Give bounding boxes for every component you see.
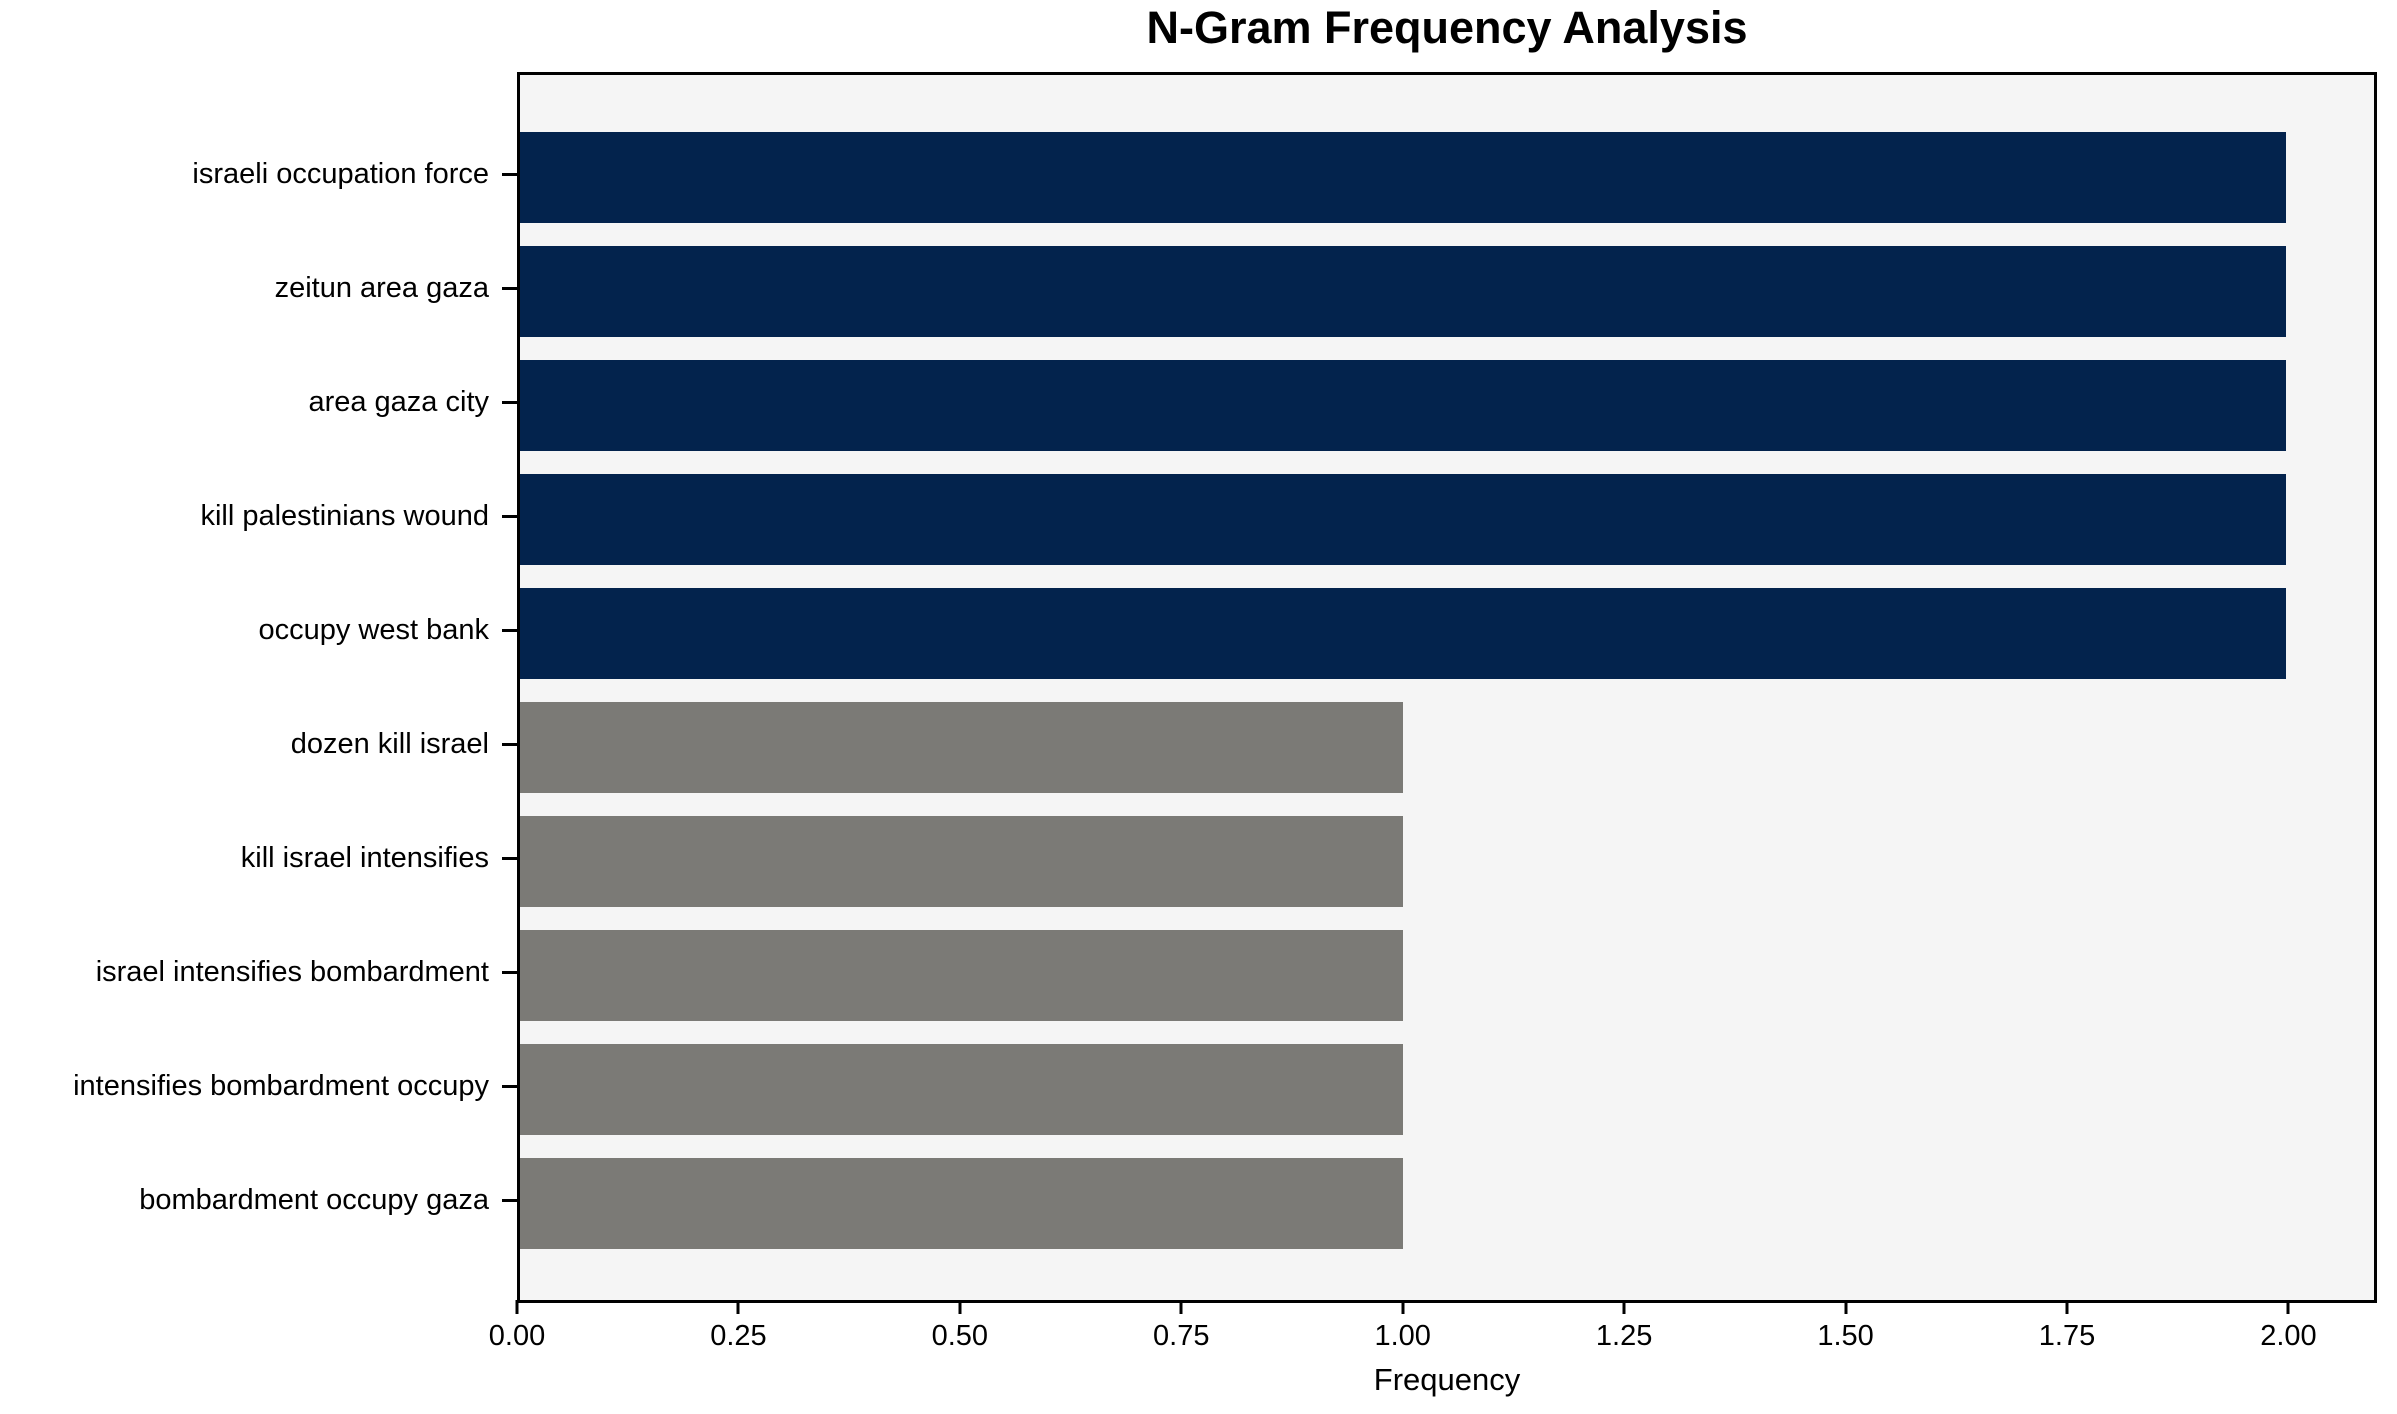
x-axis-tick-labels: 0.00 0.25 0.50 0.75 1.00 1.25 1.50 1.75 2.00 [489,1320,2377,1356]
y-axis-ticks [502,117,517,1257]
x-tick-mark [736,1300,740,1314]
bar-israel-intensifies-bombardment [520,929,1403,1021]
bar-row [520,1032,2374,1146]
x-tick-label: 0.25 [710,1320,767,1352]
bar-row [520,804,2374,918]
y-tick-mark [502,970,517,974]
y-tick-label: intensifies bombardment occupy [73,1069,489,1102]
x-tick-mark [1179,1300,1183,1314]
bar-row [520,462,2374,576]
x-tick-label: 2.00 [2260,1320,2317,1352]
y-tick-mark [502,286,517,290]
bar-kill-palestinians-wound [520,473,2286,565]
y-tick-mark [502,856,517,860]
bar-bombardment-occupy-gaza [520,1157,1403,1249]
bar-dozen-kill-israel [520,701,1403,793]
x-tick-label: 1.25 [1595,1320,1653,1352]
x-tick-mark [958,1300,962,1314]
y-tick-mark [502,742,517,746]
x-tick-label: 0.00 [488,1320,546,1352]
y-tick-mark [502,172,517,176]
bar-zeitun-area-gaza [520,245,2286,337]
x-tick-label: 1.50 [1817,1320,1874,1352]
y-tick-mark [502,514,517,518]
bar-intensifies-bombardment-occupy [520,1043,1403,1135]
y-tick-label: bombardment occupy gaza [139,1183,489,1216]
bar-row [520,348,2374,462]
bar-occupy-west-bank [520,587,2286,679]
bar-kill-israel-intensifies [520,815,1403,907]
x-tick-mark [2286,1300,2290,1314]
bar-row [520,690,2374,804]
x-tick-label: 0.50 [931,1320,989,1352]
y-axis-labels: israeli occupation force zeitun area gaza… [0,117,489,1257]
y-tick-label: kill palestinians wound [200,499,489,532]
bar-row [520,576,2374,690]
y-tick-mark [502,400,517,404]
y-tick-label: israeli occupation force [192,157,489,190]
bar-row [520,120,2374,234]
bar-row [520,234,2374,348]
bar-row [520,1146,2374,1260]
y-tick-label: area gaza city [308,385,489,418]
x-tick-label: 1.00 [1374,1320,1431,1352]
bar-row [520,918,2374,1032]
y-tick-label: zeitun area gaza [274,271,489,304]
plot-area [517,72,2377,1303]
y-tick-label: dozen kill israel [290,727,489,760]
x-tick-mark [2065,1300,2069,1314]
bar-israeli-occupation-force [520,131,2286,223]
y-tick-mark [502,1084,517,1088]
x-tick-mark [1401,1300,1405,1314]
x-tick-label: 1.75 [2038,1320,2096,1352]
y-tick-label: kill israel intensifies [240,841,489,874]
y-tick-label: occupy west bank [258,613,489,646]
y-tick-mark [502,1198,517,1202]
bar-area-gaza-city [520,359,2286,451]
y-tick-mark [502,628,517,632]
x-axis-ticks [515,1300,2377,1314]
x-tick-mark [1844,1300,1848,1314]
x-tick-mark [515,1300,519,1314]
chart-title: N-Gram Frequency Analysis [1146,2,1748,53]
bars-container [520,120,2374,1260]
x-tick-mark [1622,1300,1626,1314]
y-tick-label: israel intensifies bombardment [95,955,489,988]
x-tick-label: 0.75 [1153,1320,1210,1352]
x-axis-label: Frequency [1373,1362,1521,1397]
